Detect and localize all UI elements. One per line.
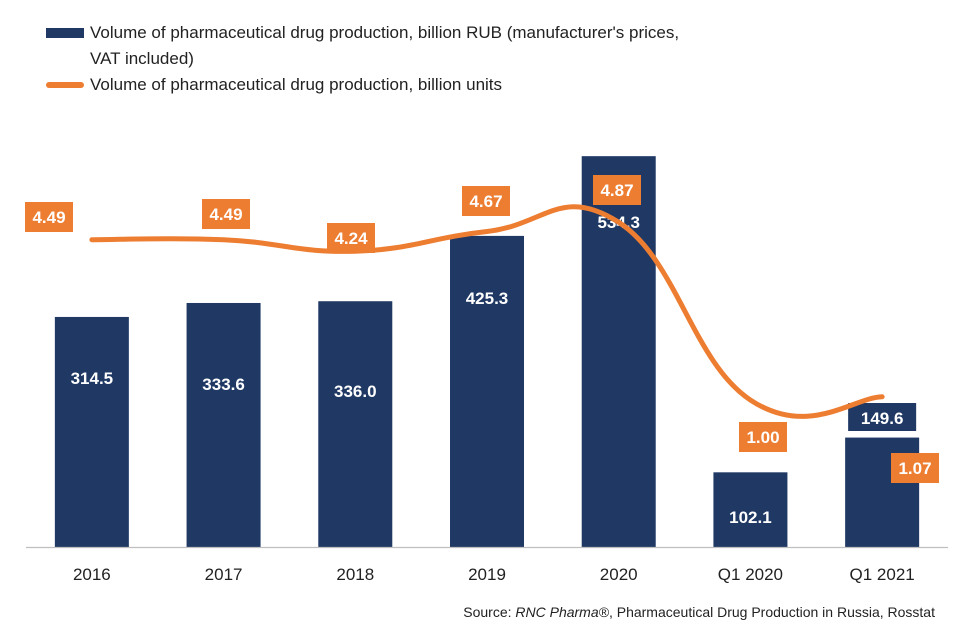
legend-label-bar-series: Volume of pharmaceutical drug production… bbox=[90, 23, 680, 68]
line-data-label: 4.49 bbox=[209, 205, 242, 224]
source-note: Source: RNC Pharma®, Pharmaceutical Drug… bbox=[463, 604, 935, 620]
x-tick-label: 2016 bbox=[73, 565, 111, 584]
line-data-label: 1.00 bbox=[746, 428, 779, 447]
source-italic: RNC Pharma® bbox=[515, 604, 609, 620]
line-data-label: 1.07 bbox=[898, 459, 931, 478]
x-tick-label: 2020 bbox=[600, 565, 638, 584]
legend-swatch-bar bbox=[46, 28, 84, 38]
bar-data-label: 314.5 bbox=[71, 369, 114, 388]
line-series bbox=[89, 204, 885, 419]
legend-item-line-series: Volume of pharmaceutical drug production… bbox=[40, 72, 700, 98]
legend-label-line-series: Volume of pharmaceutical drug production… bbox=[90, 75, 503, 94]
line-data-label: 4.67 bbox=[469, 192, 502, 211]
line-data-label-box bbox=[593, 175, 641, 205]
x-tick-label: Q1 2020 bbox=[718, 565, 783, 584]
line-data-label-box bbox=[462, 186, 510, 216]
bar bbox=[450, 235, 524, 547]
line-data-label-box bbox=[739, 422, 787, 452]
line-data-label: 4.24 bbox=[334, 229, 368, 248]
legend: Volume of pharmaceutical drug production… bbox=[40, 20, 700, 98]
legend-swatch-line bbox=[46, 82, 84, 88]
source-suffix: , Pharmaceutical Drug Production in Russ… bbox=[608, 604, 935, 620]
bar-data-label: 102.1 bbox=[729, 508, 772, 527]
bar-data-label-box bbox=[848, 403, 917, 431]
x-tick-label: Q1 2021 bbox=[850, 565, 915, 584]
line-data-label-box bbox=[25, 202, 73, 232]
line-data-label: 4.87 bbox=[600, 181, 633, 200]
bar-data-label: 336.0 bbox=[334, 382, 377, 401]
line-data-label-box bbox=[202, 199, 250, 229]
x-tick-label: 2017 bbox=[205, 565, 243, 584]
legend-item-bar-series: Volume of pharmaceutical drug production… bbox=[40, 20, 700, 72]
x-tick-label: 2018 bbox=[336, 565, 374, 584]
bar bbox=[186, 302, 261, 547]
line-data-label-box bbox=[327, 223, 375, 253]
bar bbox=[318, 301, 393, 547]
x-tick-label: 2019 bbox=[468, 565, 506, 584]
bar-data-label: 333.6 bbox=[202, 375, 245, 394]
bar bbox=[54, 316, 129, 547]
bar bbox=[713, 472, 788, 547]
line-data-label-box bbox=[891, 453, 939, 483]
line-data-label: 4.49 bbox=[32, 208, 65, 227]
bar-data-label: 149.6 bbox=[861, 409, 904, 428]
source-prefix: Source: bbox=[463, 604, 516, 620]
bar-data-label: 425.3 bbox=[466, 289, 509, 308]
